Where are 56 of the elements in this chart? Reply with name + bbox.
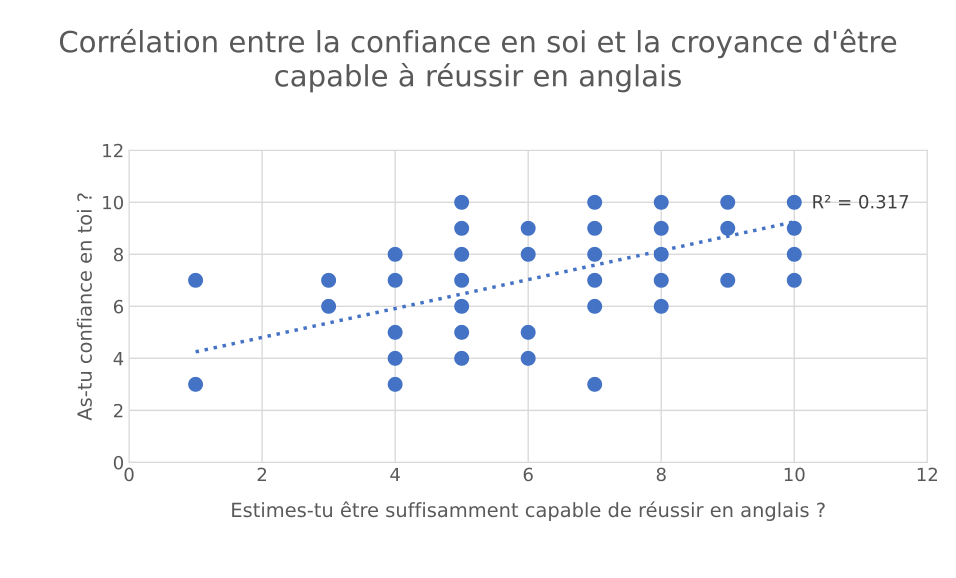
point bbox=[454, 220, 470, 236]
point bbox=[587, 246, 602, 262]
y-tick-label: 8 bbox=[114, 248, 123, 262]
y-tick-label: 4 bbox=[114, 352, 124, 366]
point bbox=[720, 194, 736, 210]
point bbox=[454, 246, 470, 262]
point bbox=[388, 350, 403, 366]
y-axis-title: As-tu confiance en toi ? bbox=[76, 193, 92, 421]
x-tick-label: 12 bbox=[918, 468, 937, 481]
point bbox=[720, 272, 736, 288]
x-tick-label: 6 bbox=[524, 468, 533, 482]
point bbox=[388, 272, 403, 288]
point bbox=[587, 194, 602, 210]
point bbox=[454, 324, 470, 340]
point bbox=[188, 376, 204, 392]
point bbox=[321, 298, 336, 314]
x-axis-title: Estimes-tu être suffisamment capable de réussir en anglais ? bbox=[232, 501, 825, 521]
point bbox=[454, 350, 470, 366]
x-tick-label: 8 bbox=[656, 468, 666, 482]
point bbox=[321, 272, 336, 288]
annotation: R² = 0.317 bbox=[813, 194, 908, 209]
point bbox=[388, 376, 403, 392]
point bbox=[587, 220, 602, 236]
y-tick-label: 12 bbox=[103, 144, 122, 158]
point bbox=[587, 272, 602, 288]
point bbox=[188, 272, 204, 288]
chart-title: Corrélation entre la confiance en soi et la croyance d'être capable à réussir en anglais bbox=[60, 28, 896, 92]
point bbox=[786, 194, 802, 210]
y-tick-label: 0 bbox=[114, 456, 123, 470]
y-tick-label: 2 bbox=[114, 404, 122, 418]
point bbox=[786, 272, 802, 288]
point bbox=[654, 246, 669, 262]
point bbox=[520, 220, 536, 236]
point bbox=[654, 194, 669, 210]
x-tick-label: 10 bbox=[784, 468, 805, 482]
point bbox=[520, 324, 536, 340]
x-tick-label: 2 bbox=[258, 468, 266, 481]
point bbox=[786, 220, 802, 236]
point bbox=[454, 298, 470, 314]
point bbox=[720, 220, 736, 236]
y-tick-label: 10 bbox=[103, 196, 123, 210]
point bbox=[454, 194, 470, 210]
point bbox=[388, 324, 403, 340]
point bbox=[520, 350, 536, 366]
point bbox=[654, 272, 669, 288]
point bbox=[388, 246, 403, 262]
y-tick-label: 6 bbox=[114, 300, 124, 314]
point bbox=[654, 298, 669, 314]
point bbox=[520, 246, 536, 262]
x-tick-label: 0 bbox=[124, 468, 134, 482]
point bbox=[587, 298, 602, 314]
point bbox=[786, 246, 802, 262]
x-tick-label: 4 bbox=[390, 468, 400, 481]
point bbox=[587, 376, 602, 392]
point bbox=[454, 272, 470, 288]
point bbox=[654, 220, 669, 236]
